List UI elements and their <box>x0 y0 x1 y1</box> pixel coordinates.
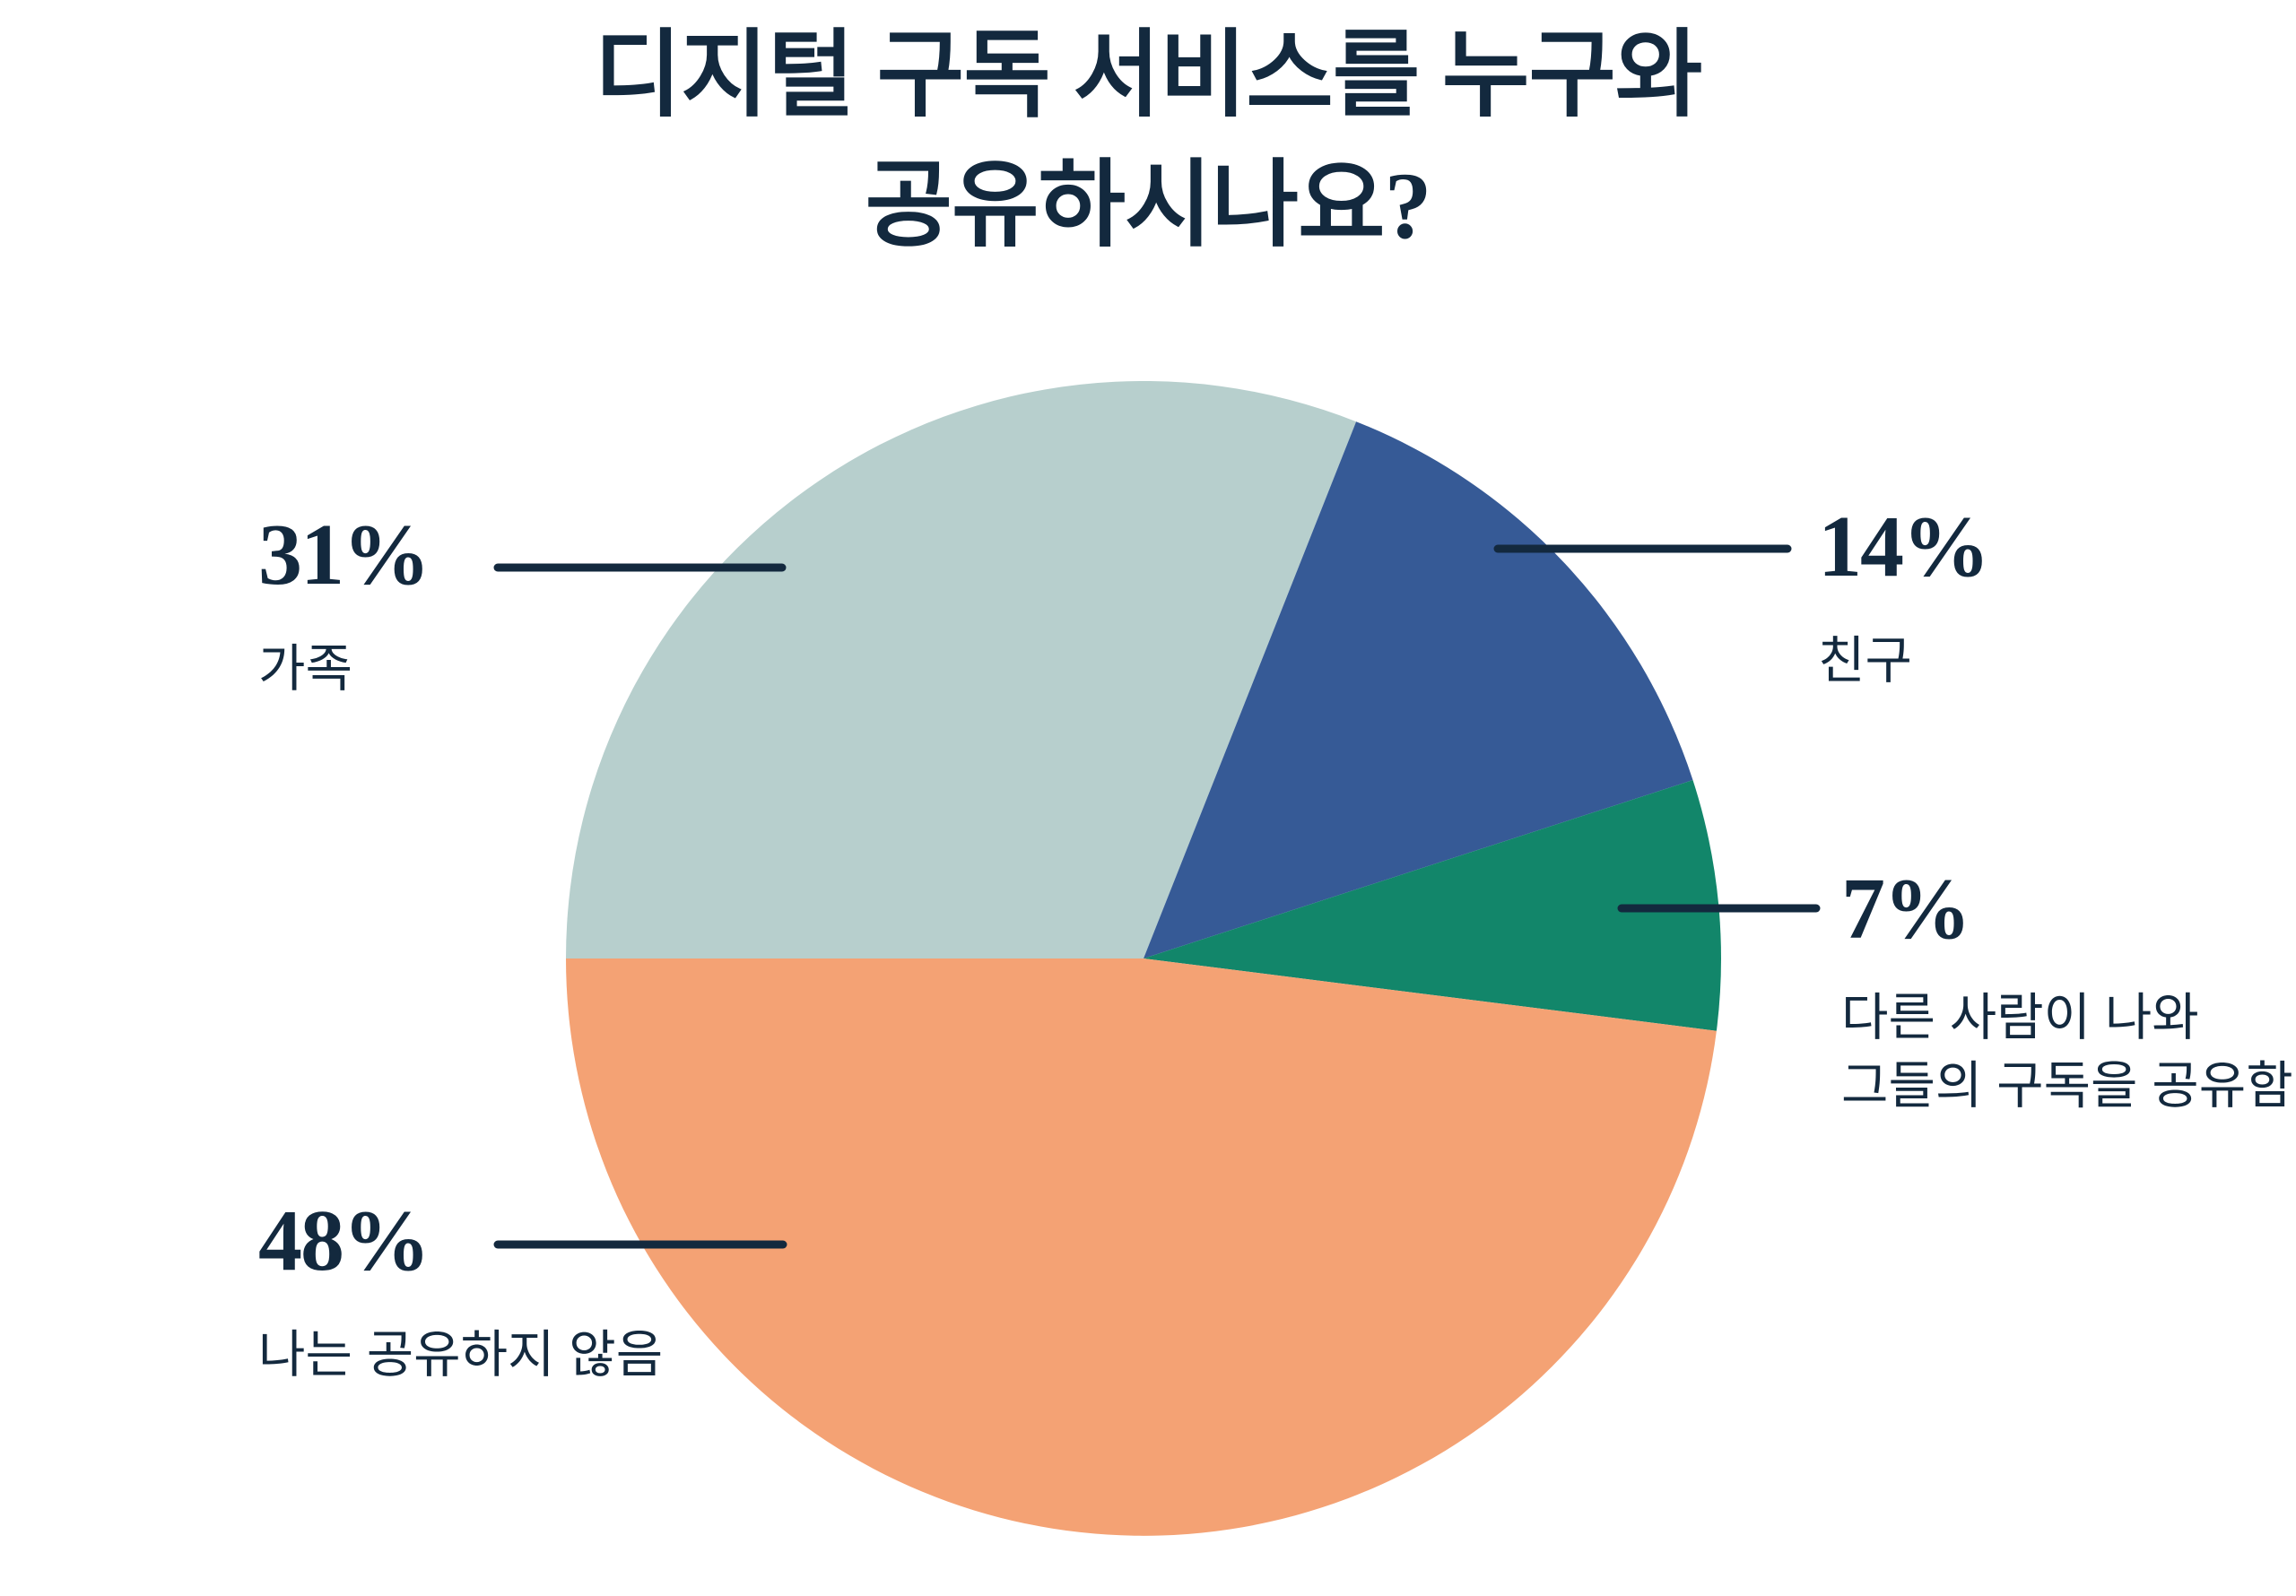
callout-friends-label: 친구 <box>1818 632 1912 690</box>
callout-shared-with-me: 7% 다른 사람이 나와 그들의 구독을 공유함 <box>1841 865 2293 1120</box>
callout-family-label: 가족 <box>258 640 352 698</box>
callout-friends-percent: 14% <box>1818 499 1990 595</box>
chart-title-line2: 공유하시나요? <box>865 153 1431 259</box>
pie-slice-not-sharing <box>566 958 1717 1536</box>
callout-not-sharing-label: 나는 공유하지 않음 <box>258 1326 664 1383</box>
callout-leader-lines <box>493 544 1821 1249</box>
callout-not-sharing-percent: 48% <box>258 1193 430 1289</box>
callout-shared-with-me-label-line2: 그들의 구독을 공유함 <box>1841 1057 2293 1115</box>
chart-title-line1: 디지털 구독 서비스를 누구와 <box>594 23 1703 128</box>
callout-shared-with-me-percent: 7% <box>1841 861 1971 958</box>
pie-slice-family <box>566 380 1357 958</box>
callout-family: 31% 가족 <box>258 507 430 703</box>
callout-shared-with-me-label-line1: 다른 사람이 나와 <box>1841 989 2199 1046</box>
pie-slice-shared-with-me <box>1144 780 1721 1031</box>
callout-friends: 14% 친구 <box>1818 499 1990 695</box>
pie-slice-friends <box>1144 421 1693 958</box>
callout-not-sharing: 48% 나는 공유하지 않음 <box>258 1197 663 1389</box>
callout-family-percent: 31% <box>258 507 430 603</box>
pie-slices <box>566 380 1721 1536</box>
